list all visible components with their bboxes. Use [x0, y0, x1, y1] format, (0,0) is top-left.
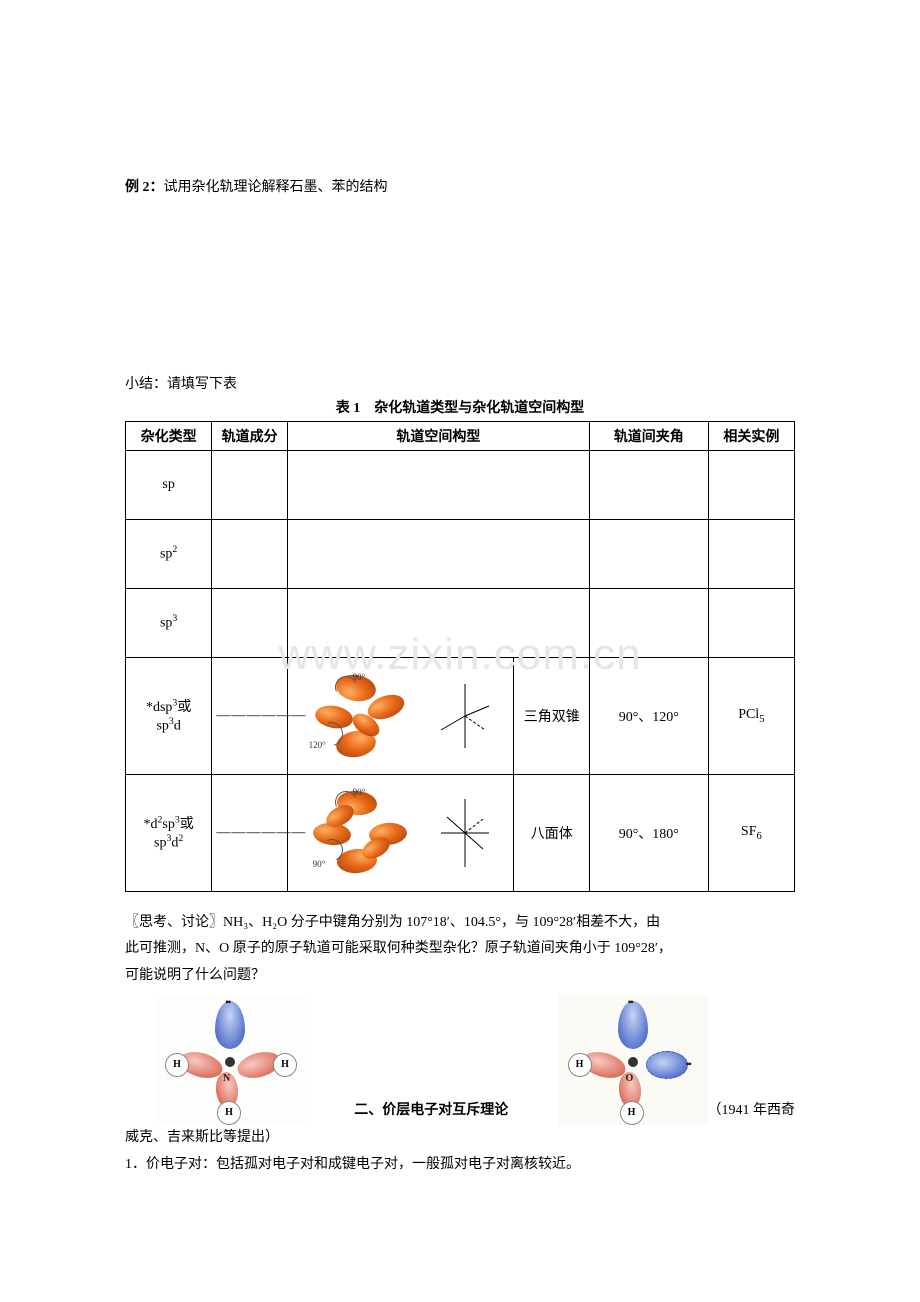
cell-blank — [708, 450, 794, 519]
h-label: H — [165, 1053, 189, 1077]
cell-type: sp2 — [126, 519, 212, 588]
cell-blank — [287, 450, 589, 519]
cell-comp: —————— — [212, 657, 288, 774]
blank-space — [125, 202, 795, 372]
cell-blank — [589, 588, 708, 657]
cell-blank — [708, 519, 794, 588]
atom-label: N — [223, 1073, 230, 1084]
lone-dots: •• — [686, 1057, 690, 1072]
th-shape: 轨道空间构型 — [287, 421, 589, 450]
angle-label: 90° — [353, 787, 366, 797]
cell-blank — [589, 519, 708, 588]
cell-type-text: sp — [162, 477, 174, 492]
table-row: sp2 — [126, 519, 795, 588]
cell-type: sp — [126, 450, 212, 519]
table-row: sp — [126, 450, 795, 519]
cell-blank — [287, 519, 589, 588]
cell-shape-name: 三角双锥 — [514, 657, 590, 774]
table-caption: 表 1 杂化轨道类型与杂化轨道空间构型 — [125, 398, 795, 420]
cell-blank — [708, 588, 794, 657]
example-line: 例 2：试用杂化轨理论解释石墨、苯的结构 — [125, 175, 795, 202]
angle-label: 120° — [309, 740, 326, 750]
hybrid-table: 杂化类型 轨道成分 轨道空间构型 轨道间夹角 相关实例 sp sp2 sp3 — [125, 421, 795, 892]
molecule-row: •• N H H H 二、价层电子对互斥理论 •• •• O H H （1941… — [125, 995, 795, 1125]
section2-title: 二、价层电子对互斥理论 — [354, 1103, 508, 1118]
summary-prompt: 小结：请填写下表 — [125, 372, 795, 399]
cell-diagram: 90° 120° — [287, 657, 514, 774]
lone-dots: •• — [225, 995, 229, 1010]
table-row: sp3 — [126, 588, 795, 657]
orbital-oct-icon: 90° 90° — [307, 783, 417, 883]
lone-dots: •• — [628, 995, 632, 1010]
orbital-tbp-icon: 90° 120° — [307, 666, 417, 766]
cell-shape-name: 八面体 — [514, 774, 590, 891]
cell-blank — [212, 519, 288, 588]
cell-type: *d2sp3或sp3d2 — [126, 774, 212, 891]
table-row: *d2sp3或sp3d2 —————— 90° 90° — [126, 774, 795, 891]
example-text: 试用杂化轨理论解释石墨、苯的结构 — [164, 180, 388, 195]
spacer — [125, 892, 795, 910]
stick-oct-icon — [435, 793, 495, 873]
th-type: 杂化类型 — [126, 421, 212, 450]
h-label: H — [620, 1101, 644, 1125]
angle-label: 90° — [313, 859, 326, 869]
th-angle: 轨道间夹角 — [589, 421, 708, 450]
cell-blank — [589, 450, 708, 519]
cell-blank — [212, 450, 288, 519]
table-header-row: 杂化类型 轨道成分 轨道空间构型 轨道间夹角 相关实例 — [126, 421, 795, 450]
discussion-line: 此可推测，N、O 原子的原子轨道可能采取何种类型杂化？原子轨道间夹角小于 109… — [125, 936, 795, 963]
cell-example: PCl5 — [708, 657, 794, 774]
cell-example: SF6 — [708, 774, 794, 891]
example-label: 例 2： — [125, 180, 164, 195]
h2o-diagram: •• •• O H H — [558, 995, 708, 1125]
angle-label: 90° — [353, 672, 366, 682]
nh3-diagram: •• N H H H — [155, 995, 305, 1125]
atom-label: O — [626, 1073, 634, 1084]
cell-diagram: 90° 90° — [287, 774, 514, 891]
point-1: 1．价电子对：包括孤对电子对和成键电子对，一般孤对电子对离核较近。 — [125, 1152, 795, 1179]
cell-angle: 90°、120° — [589, 657, 708, 774]
cell-angle: 90°、180° — [589, 774, 708, 891]
h-label: H — [568, 1053, 592, 1077]
discussion-line: 〖思考、讨论〗NH₃、H₂O 分子中键角分别为 107°18′、104.5°，与… — [125, 910, 795, 937]
cell-type: *dsp3或sp3d — [126, 657, 212, 774]
section2-title-wrap: 二、价层电子对互斥理论 — [305, 1099, 558, 1125]
cell-type: sp3 — [126, 588, 212, 657]
section2-cont: 威克、吉来斯比等提出） — [125, 1125, 795, 1152]
h-label: H — [217, 1101, 241, 1125]
cell-comp: —————— — [212, 774, 288, 891]
stick-tbp-icon — [435, 676, 495, 756]
section2-paren: （1941 年西奇 — [708, 1099, 796, 1125]
cell-blank — [212, 588, 288, 657]
th-comp: 轨道成分 — [212, 421, 288, 450]
table-row: *dsp3或sp3d —————— 90° 120° — [126, 657, 795, 774]
th-ex: 相关实例 — [708, 421, 794, 450]
cell-blank — [287, 588, 589, 657]
h-label: H — [273, 1053, 297, 1077]
discussion-line: 可能说明了什么问题？ — [125, 963, 795, 990]
